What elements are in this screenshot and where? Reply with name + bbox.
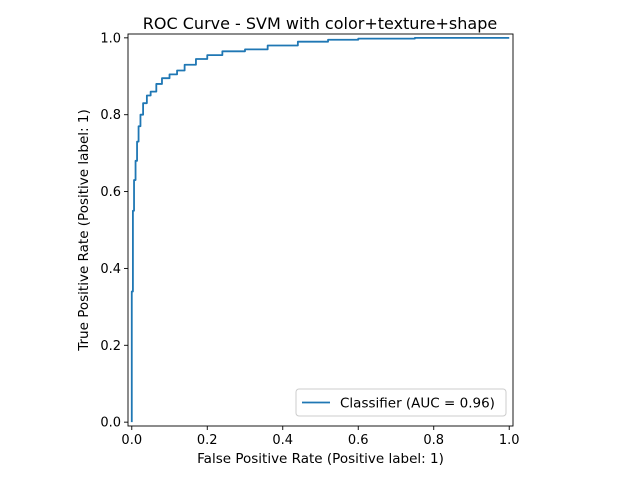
axes-frame <box>127 33 514 427</box>
roc-curve-line <box>130 36 510 423</box>
x-axis-ticks: 0.0 0.2 0.4 0.6 0.8 1.0 <box>121 426 520 448</box>
x-tick-label: 0.6 <box>348 433 369 448</box>
x-tick-label: 1.0 <box>499 433 520 448</box>
series-layer <box>130 36 510 423</box>
y-axis-ticks: 0.0 0.2 0.4 0.6 0.8 1.0 <box>100 31 128 431</box>
legend: Classifier (AUC = 0.96) <box>295 388 507 417</box>
legend-box <box>295 388 507 417</box>
plot-area: 0.0 0.2 0.4 0.6 0.8 1.0 0.0 0.2 0.4 0.6 0.8 1.0 <box>100 31 519 448</box>
y-tick-label: 0.8 <box>100 108 121 123</box>
y-tick-label: 1.0 <box>100 31 121 46</box>
x-tick-label: 0.0 <box>121 433 142 448</box>
y-tick-label: 0.2 <box>100 339 121 354</box>
y-tick-label: 0.6 <box>100 185 121 200</box>
legend-label-classifier: Classifier (AUC = 0.96) <box>340 396 495 412</box>
x-tick-label: 0.8 <box>423 433 444 448</box>
chart-title: ROC Curve - SVM with color+texture+shape <box>143 14 497 33</box>
x-tick-label: 0.4 <box>272 433 293 448</box>
x-tick-label: 0.2 <box>197 433 218 448</box>
y-tick-label: 0.4 <box>100 262 121 277</box>
y-axis-label: True Positive Rate (Positive label: 1) <box>76 109 92 352</box>
x-axis-label: False Positive Rate (Positive label: 1) <box>197 451 444 467</box>
y-tick-label: 0.0 <box>100 416 121 431</box>
